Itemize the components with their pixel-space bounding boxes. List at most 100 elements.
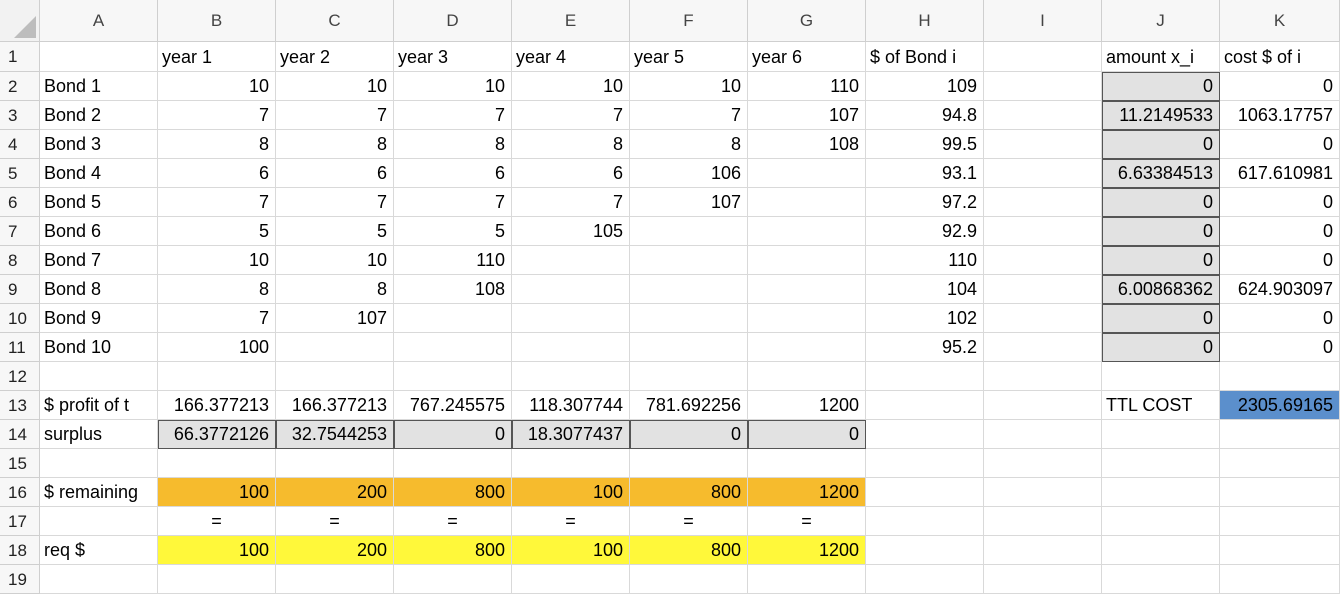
cell-f1[interactable]: year 5 [630,42,748,72]
cell-a5[interactable]: Bond 4 [40,159,158,188]
column-header-j[interactable]: J [1102,0,1220,42]
row-header-16[interactable]: 16 [0,478,40,507]
cell-g19[interactable] [748,565,866,594]
cell-h18[interactable] [866,536,984,565]
cell-c4[interactable]: 8 [276,130,394,159]
cell-g18[interactable]: 1200 [748,536,866,565]
cell-f2[interactable]: 10 [630,72,748,101]
row-header-10[interactable]: 10 [0,304,40,333]
cell-e4[interactable]: 8 [512,130,630,159]
cell-k9[interactable]: 624.903097 [1220,275,1340,304]
cell-f11[interactable] [630,333,748,362]
cell-d5[interactable]: 6 [394,159,512,188]
cell-c17[interactable]: = [276,507,394,536]
cell-g9[interactable] [748,275,866,304]
cell-c7[interactable]: 5 [276,217,394,246]
cell-a9[interactable]: Bond 8 [40,275,158,304]
cell-i11[interactable] [984,333,1102,362]
row-header-6[interactable]: 6 [0,188,40,217]
cell-j16[interactable] [1102,478,1220,507]
cell-k3[interactable]: 1063.17757 [1220,101,1340,130]
cell-b19[interactable] [158,565,276,594]
cell-d9[interactable]: 108 [394,275,512,304]
cell-f18[interactable]: 800 [630,536,748,565]
cell-f5[interactable]: 106 [630,159,748,188]
cell-k14[interactable] [1220,420,1340,449]
cell-h11[interactable]: 95.2 [866,333,984,362]
cell-j14[interactable] [1102,420,1220,449]
cell-e8[interactable] [512,246,630,275]
cell-j19[interactable] [1102,565,1220,594]
cell-j9[interactable]: 6.00868362 [1102,275,1220,304]
cell-j12[interactable] [1102,362,1220,391]
cell-b9[interactable]: 8 [158,275,276,304]
cell-c15[interactable] [276,449,394,478]
cell-j7[interactable]: 0 [1102,217,1220,246]
cell-b17[interactable]: = [158,507,276,536]
cell-c10[interactable]: 107 [276,304,394,333]
cell-a15[interactable] [40,449,158,478]
cell-e13[interactable]: 118.307744 [512,391,630,420]
cell-e15[interactable] [512,449,630,478]
cell-c19[interactable] [276,565,394,594]
cell-i10[interactable] [984,304,1102,333]
cell-k12[interactable] [1220,362,1340,391]
cell-g7[interactable] [748,217,866,246]
cell-i5[interactable] [984,159,1102,188]
cell-c16[interactable]: 200 [276,478,394,507]
row-header-3[interactable]: 3 [0,101,40,130]
cell-h5[interactable]: 93.1 [866,159,984,188]
cell-d10[interactable] [394,304,512,333]
cell-a19[interactable] [40,565,158,594]
cell-a6[interactable]: Bond 5 [40,188,158,217]
cell-f4[interactable]: 8 [630,130,748,159]
cell-g1[interactable]: year 6 [748,42,866,72]
cell-b3[interactable]: 7 [158,101,276,130]
cell-k10[interactable]: 0 [1220,304,1340,333]
cell-a11[interactable]: Bond 10 [40,333,158,362]
cell-j10[interactable]: 0 [1102,304,1220,333]
cell-f19[interactable] [630,565,748,594]
cell-e16[interactable]: 100 [512,478,630,507]
cell-g12[interactable] [748,362,866,391]
cell-i7[interactable] [984,217,1102,246]
column-header-k[interactable]: K [1220,0,1340,42]
cell-f17[interactable]: = [630,507,748,536]
column-header-h[interactable]: H [866,0,984,42]
row-header-17[interactable]: 17 [0,507,40,536]
row-header-1[interactable]: 1 [0,42,40,72]
cell-f15[interactable] [630,449,748,478]
cell-b16[interactable]: 100 [158,478,276,507]
cell-b6[interactable]: 7 [158,188,276,217]
cell-d6[interactable]: 7 [394,188,512,217]
cell-b5[interactable]: 6 [158,159,276,188]
column-header-f[interactable]: F [630,0,748,42]
cell-h17[interactable] [866,507,984,536]
cell-h12[interactable] [866,362,984,391]
cell-j18[interactable] [1102,536,1220,565]
cell-j17[interactable] [1102,507,1220,536]
cell-d13[interactable]: 767.245575 [394,391,512,420]
cell-j13[interactable]: TTL COST [1102,391,1220,420]
cell-g13[interactable]: 1200 [748,391,866,420]
cell-e2[interactable]: 10 [512,72,630,101]
row-header-19[interactable]: 19 [0,565,40,594]
cell-h16[interactable] [866,478,984,507]
cell-d14[interactable]: 0 [394,420,512,449]
cell-g10[interactable] [748,304,866,333]
cell-i4[interactable] [984,130,1102,159]
cell-g17[interactable]: = [748,507,866,536]
cell-b18[interactable]: 100 [158,536,276,565]
column-header-c[interactable]: C [276,0,394,42]
cell-g5[interactable] [748,159,866,188]
cell-k19[interactable] [1220,565,1340,594]
cell-h2[interactable]: 109 [866,72,984,101]
cell-h1[interactable]: $ of Bond i [866,42,984,72]
row-header-5[interactable]: 5 [0,159,40,188]
cell-k2[interactable]: 0 [1220,72,1340,101]
cell-d7[interactable]: 5 [394,217,512,246]
cell-e10[interactable] [512,304,630,333]
cell-h3[interactable]: 94.8 [866,101,984,130]
cell-j4[interactable]: 0 [1102,130,1220,159]
